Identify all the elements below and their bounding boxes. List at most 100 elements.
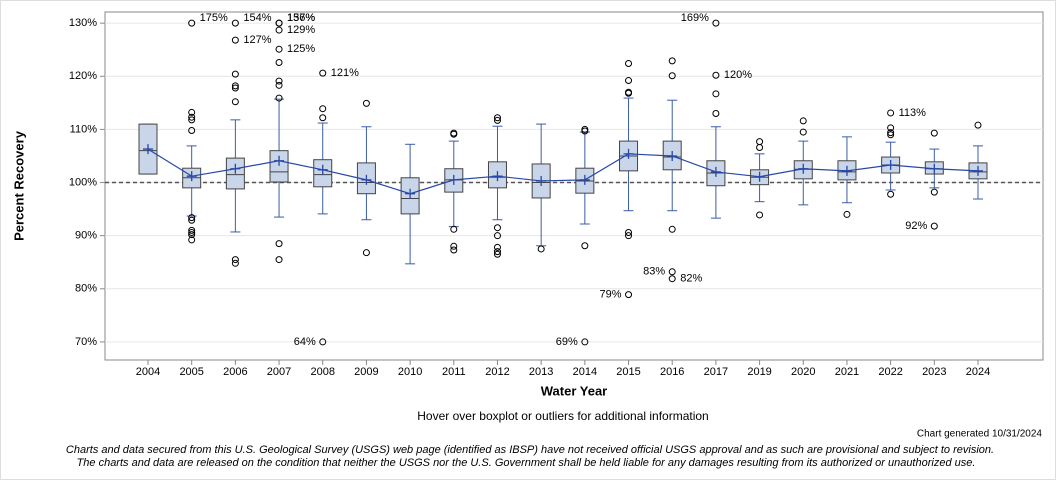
- outlier: [231, 70, 239, 78]
- x-tick-label: 2010: [398, 366, 422, 378]
- disclaimer: The charts and data are released on the …: [77, 457, 976, 469]
- outlier: [275, 240, 283, 248]
- outlier: [188, 231, 196, 239]
- outlier: [362, 99, 370, 107]
- outlier: [712, 109, 720, 117]
- outlier: [930, 188, 938, 196]
- outlier: [450, 242, 458, 250]
- x-tick-label: 2020: [791, 366, 815, 378]
- box: [269, 150, 289, 183]
- outlier: [974, 121, 982, 129]
- x-tick-label: 2014: [573, 366, 597, 378]
- y-tick-label: 120%: [69, 70, 97, 82]
- outlier-label: 121%: [331, 67, 359, 79]
- outlier: [799, 117, 807, 125]
- outlier: [450, 246, 458, 254]
- outlier: [231, 259, 239, 267]
- outlier: [581, 242, 589, 250]
- mean-marker: [929, 163, 940, 174]
- outlier: [625, 89, 633, 97]
- mean-marker: [841, 165, 852, 176]
- outlier-label: 129%: [287, 24, 315, 36]
- outlier: [275, 81, 283, 89]
- outlier-label: 127%: [243, 34, 271, 46]
- mean-line: [147, 148, 979, 195]
- outlier: [231, 98, 239, 106]
- outlier: [625, 232, 633, 240]
- outlier: [668, 225, 676, 233]
- outlier: [231, 19, 239, 27]
- outlier: [493, 232, 501, 240]
- disclaimer: Charts and data secured from this U.S. G…: [66, 444, 994, 456]
- mean-marker: [405, 188, 416, 199]
- x-axis-title: Water Year: [541, 383, 608, 398]
- outlier: [887, 129, 895, 137]
- mean-marker: [230, 163, 241, 174]
- outlier: [756, 211, 764, 219]
- outlier: [450, 225, 458, 233]
- outlier: [188, 116, 196, 124]
- outlier: [188, 113, 196, 121]
- outlier-label: 125%: [287, 43, 315, 55]
- outlier: [887, 190, 895, 198]
- outlier: [668, 275, 676, 283]
- outlier: [493, 116, 501, 124]
- mean-marker: [667, 150, 678, 161]
- outlier-label: 137%: [287, 12, 315, 24]
- outlier: [887, 124, 895, 132]
- x-tick-label: 2023: [922, 366, 946, 378]
- outlier: [188, 214, 196, 222]
- mean-marker: [492, 171, 503, 182]
- x-tick-label: 2024: [966, 366, 990, 378]
- mean-marker: [973, 165, 983, 176]
- outlier: [319, 69, 327, 77]
- y-tick-label: 70%: [75, 336, 97, 348]
- mean-marker: [536, 175, 547, 186]
- outlier: [275, 58, 283, 66]
- mean-marker: [448, 174, 459, 185]
- y-tick-label: 130%: [69, 17, 97, 29]
- x-tick-label: 2015: [616, 366, 640, 378]
- x-tick-label: 2013: [529, 366, 553, 378]
- y-tick-label: 100%: [69, 176, 97, 188]
- outlier: [188, 126, 196, 134]
- x-tick-label: 2007: [267, 366, 291, 378]
- outlier: [188, 216, 196, 224]
- outlier-label: 82%: [680, 273, 702, 285]
- outlier: [887, 109, 895, 117]
- x-tick-label: 2019: [747, 366, 771, 378]
- outlier: [625, 77, 633, 85]
- outlier: [581, 127, 589, 135]
- outlier: [493, 243, 501, 251]
- outlier: [362, 249, 370, 257]
- mean-marker: [274, 155, 285, 166]
- outlier: [319, 338, 327, 346]
- plot-frame: [104, 11, 1044, 361]
- hover-note: Hover over boxplot or outliers for addit…: [417, 409, 708, 423]
- outlier: [275, 45, 283, 53]
- y-tick-label: 90%: [75, 230, 97, 242]
- outlier-label: 69%: [556, 336, 578, 348]
- outlier: [625, 60, 633, 68]
- outlier-label: 83%: [643, 266, 665, 278]
- outlier: [843, 210, 851, 218]
- mean-marker: [143, 144, 153, 155]
- outlier: [188, 226, 196, 234]
- mean-marker: [186, 171, 197, 182]
- outlier: [275, 256, 283, 264]
- outlier: [231, 36, 239, 44]
- outlier: [188, 108, 196, 116]
- outlier: [712, 71, 720, 79]
- mean-marker: [798, 163, 809, 174]
- outlier: [625, 228, 633, 236]
- outlier: [493, 114, 501, 122]
- mean-marker: [623, 148, 634, 159]
- outlier: [668, 268, 676, 276]
- y-tick-label: 110%: [70, 123, 98, 135]
- outlier: [231, 256, 239, 264]
- outlier: [668, 72, 676, 80]
- mean-marker: [885, 160, 896, 171]
- x-tick-label: 2008: [310, 366, 334, 378]
- x-tick-label: 2009: [354, 366, 378, 378]
